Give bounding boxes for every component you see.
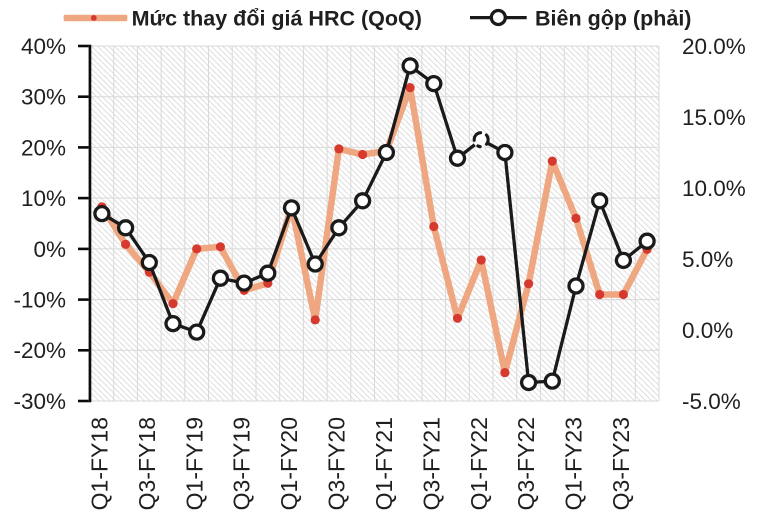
svg-text:-30%: -30% xyxy=(13,389,66,414)
svg-text:Q3-FY21: Q3-FY21 xyxy=(418,417,444,510)
svg-text:20.0%: 20.0% xyxy=(682,34,746,59)
svg-text:Q3-FY18: Q3-FY18 xyxy=(134,417,160,510)
svg-text:0%: 0% xyxy=(33,237,66,262)
svg-text:10%: 10% xyxy=(21,186,66,211)
svg-text:-20%: -20% xyxy=(13,338,66,363)
svg-text:Q1-FY20: Q1-FY20 xyxy=(276,417,302,510)
svg-text:Biên gộp (phải): Biên gộp (phải) xyxy=(535,7,691,31)
svg-text:Q3-FY20: Q3-FY20 xyxy=(324,417,350,510)
svg-text:10.0%: 10.0% xyxy=(682,176,746,201)
svg-text:Q1-FY22: Q1-FY22 xyxy=(466,417,492,510)
svg-text:Q3-FY22: Q3-FY22 xyxy=(513,417,539,510)
svg-text:30%: 30% xyxy=(21,85,66,110)
svg-text:Q1-FY21: Q1-FY21 xyxy=(371,417,397,510)
svg-text:-5.0%: -5.0% xyxy=(682,389,741,414)
svg-text:40%: 40% xyxy=(21,34,66,59)
svg-text:Q1-FY19: Q1-FY19 xyxy=(181,417,207,510)
svg-text:5.0%: 5.0% xyxy=(682,247,733,272)
svg-text:Q1-FY23: Q1-FY23 xyxy=(561,417,587,510)
svg-text:Q3-FY19: Q3-FY19 xyxy=(229,417,255,510)
svg-text:Mức thay đổi giá HRC (QoQ): Mức thay đổi giá HRC (QoQ) xyxy=(132,7,422,31)
svg-text:-10%: -10% xyxy=(13,288,66,313)
svg-text:0.0%: 0.0% xyxy=(682,318,733,343)
svg-text:15.0%: 15.0% xyxy=(682,105,746,130)
svg-text:Q1-FY18: Q1-FY18 xyxy=(87,417,113,510)
svg-text:Q3-FY23: Q3-FY23 xyxy=(608,417,634,510)
svg-text:20%: 20% xyxy=(21,135,66,160)
